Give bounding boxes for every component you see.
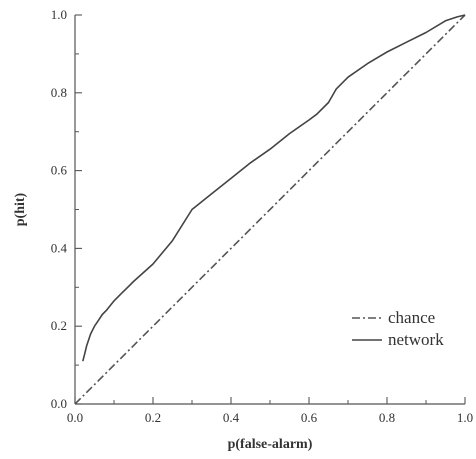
y-tick-label: 0.6 — [51, 163, 68, 178]
y-tick-label: 1.0 — [51, 7, 67, 22]
legend-label-chance: chance — [388, 308, 435, 327]
x-tick-label: 1.0 — [457, 410, 473, 425]
y-axis-label: p(hit) — [13, 192, 28, 226]
y-tick-label: 0.2 — [51, 318, 67, 333]
chance-line — [74, 14, 466, 405]
y-tick-label: 0.4 — [51, 240, 68, 255]
legend: chance network — [352, 308, 444, 349]
legend-label-network: network — [388, 330, 444, 349]
y-tick-label: 0.0 — [51, 396, 67, 411]
x-tick-label: 0.2 — [145, 410, 161, 425]
y-tick-label: 0.8 — [51, 85, 67, 100]
tick-labels: 0.0 0.2 0.4 0.6 0.8 1.0 0.0 0.2 0.4 0.6 0.8 1.0 — [51, 7, 473, 425]
ticks — [74, 14, 466, 405]
series-lines — [74, 14, 466, 405]
x-tick-label: 0.8 — [379, 410, 395, 425]
x-tick-label: 0.4 — [223, 410, 240, 425]
network-line — [82, 14, 466, 362]
x-tick-label: 0.6 — [301, 410, 318, 425]
x-axis-label: p(false-alarm) — [228, 437, 313, 452]
x-tick-label: 0.0 — [67, 410, 83, 425]
